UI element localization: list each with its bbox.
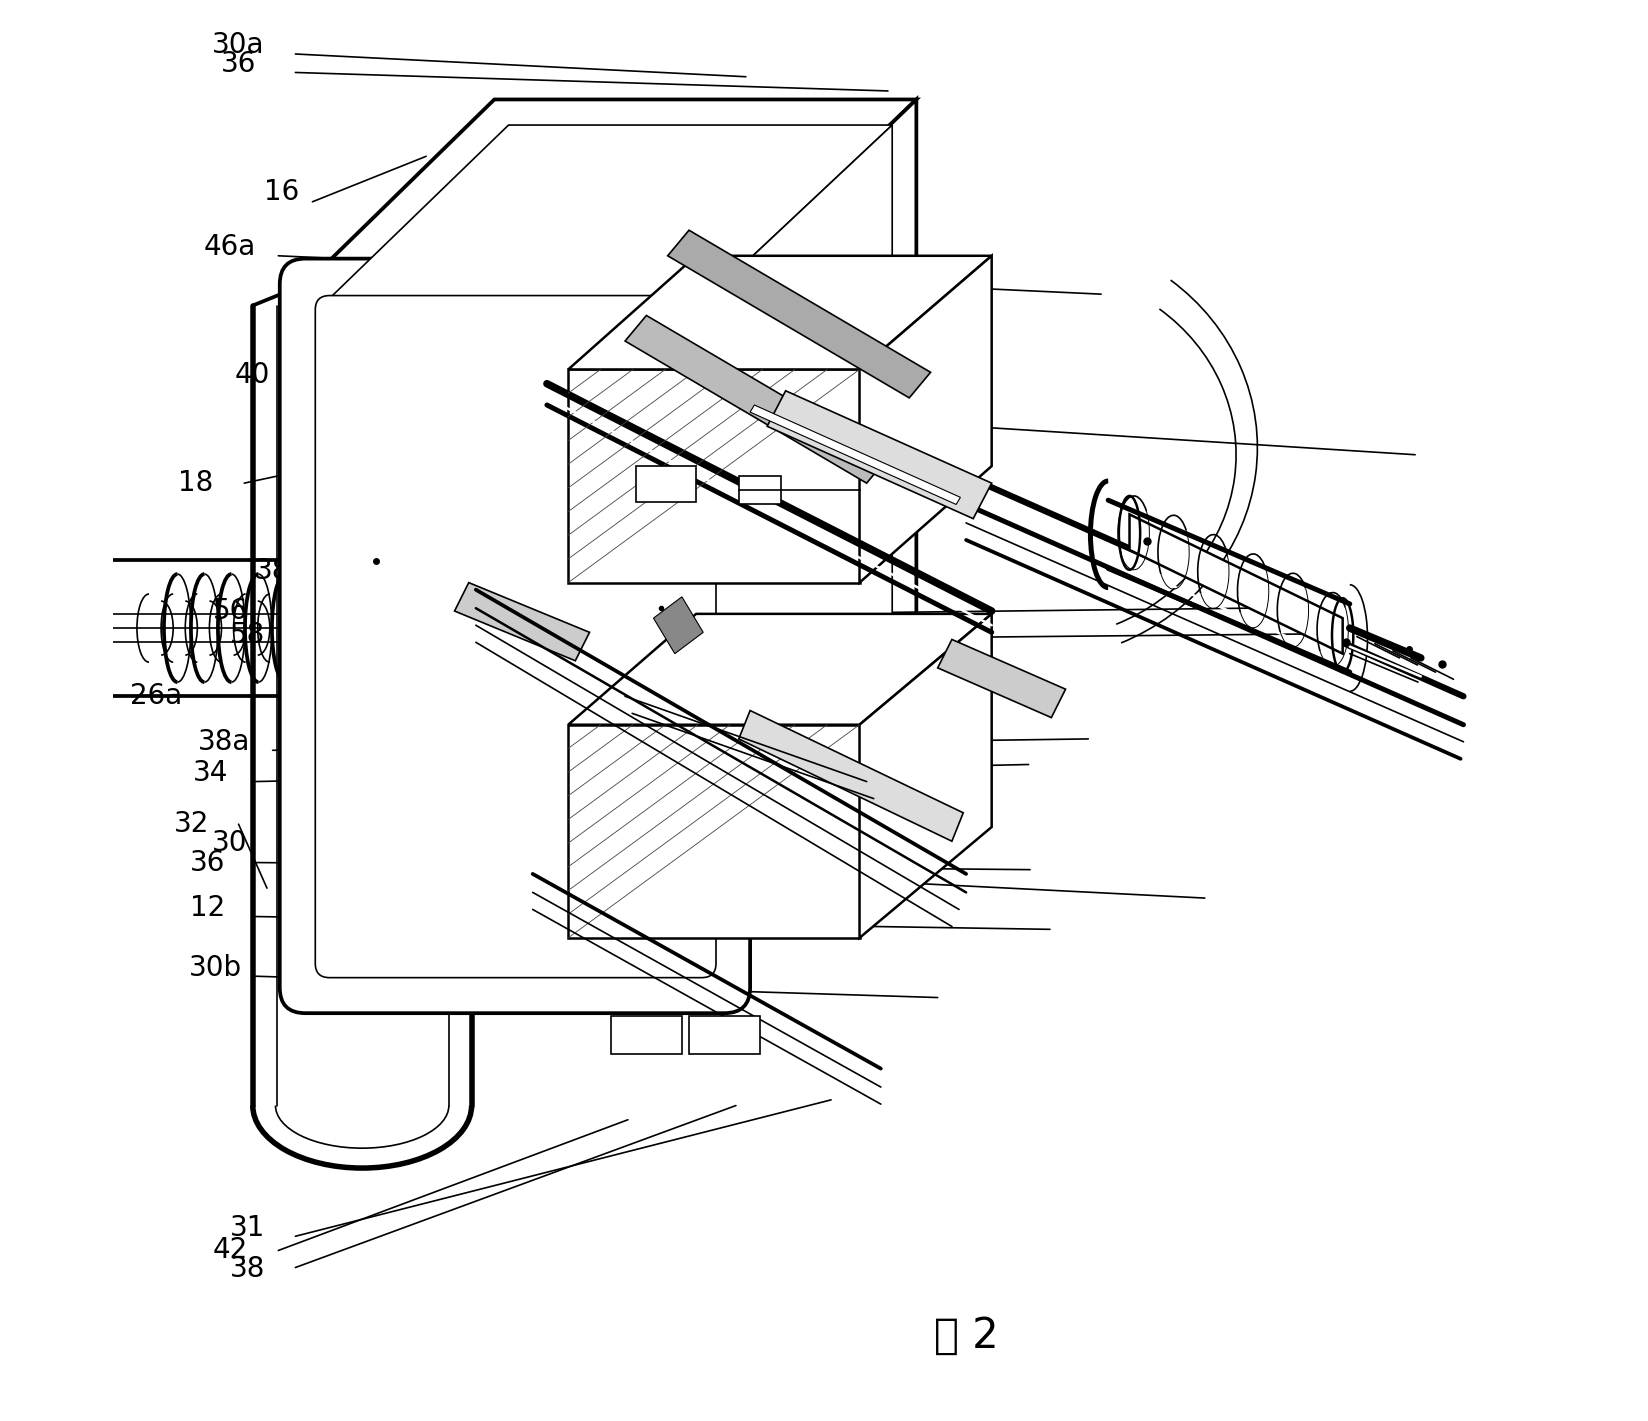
Text: 38: 38 [255, 557, 290, 585]
Text: 30a: 30a [213, 31, 265, 60]
Polygon shape [636, 466, 695, 502]
Polygon shape [738, 710, 964, 841]
Text: 40: 40 [236, 361, 270, 389]
Polygon shape [654, 597, 704, 654]
Polygon shape [689, 1016, 760, 1054]
Polygon shape [938, 639, 1066, 718]
Text: 31: 31 [229, 1214, 265, 1242]
Text: 52: 52 [804, 389, 839, 418]
Polygon shape [455, 583, 590, 661]
Text: 18: 18 [178, 469, 214, 497]
Polygon shape [667, 230, 931, 398]
Text: 38a: 38a [198, 728, 250, 756]
Text: 26a: 26a [130, 682, 183, 710]
Polygon shape [725, 99, 916, 959]
Polygon shape [768, 391, 992, 519]
Polygon shape [707, 125, 892, 945]
Polygon shape [569, 369, 860, 583]
Text: 12: 12 [190, 894, 224, 922]
Polygon shape [569, 614, 992, 725]
Text: 32: 32 [175, 810, 209, 838]
Text: 58: 58 [229, 621, 265, 649]
Polygon shape [750, 405, 961, 504]
Polygon shape [625, 315, 888, 483]
Polygon shape [305, 99, 916, 284]
Polygon shape [611, 1016, 682, 1054]
Text: S: S [867, 392, 883, 415]
Polygon shape [860, 614, 992, 938]
Polygon shape [860, 256, 992, 583]
Text: 56: 56 [213, 597, 247, 625]
Text: 42: 42 [213, 1236, 247, 1265]
Polygon shape [1129, 514, 1343, 654]
Polygon shape [569, 256, 992, 369]
Text: 36: 36 [221, 50, 255, 78]
FancyBboxPatch shape [280, 259, 750, 1013]
FancyBboxPatch shape [315, 296, 715, 978]
Text: 30b: 30b [190, 953, 242, 982]
Text: 46a: 46a [204, 233, 255, 261]
Polygon shape [569, 725, 860, 938]
Text: 34: 34 [193, 759, 227, 787]
Text: 30: 30 [213, 828, 247, 857]
Text: 16: 16 [264, 178, 298, 206]
Text: 38: 38 [229, 1255, 265, 1283]
Polygon shape [738, 476, 781, 504]
Polygon shape [330, 125, 892, 298]
Text: 图 2: 图 2 [934, 1314, 999, 1357]
Text: 36: 36 [190, 848, 226, 877]
